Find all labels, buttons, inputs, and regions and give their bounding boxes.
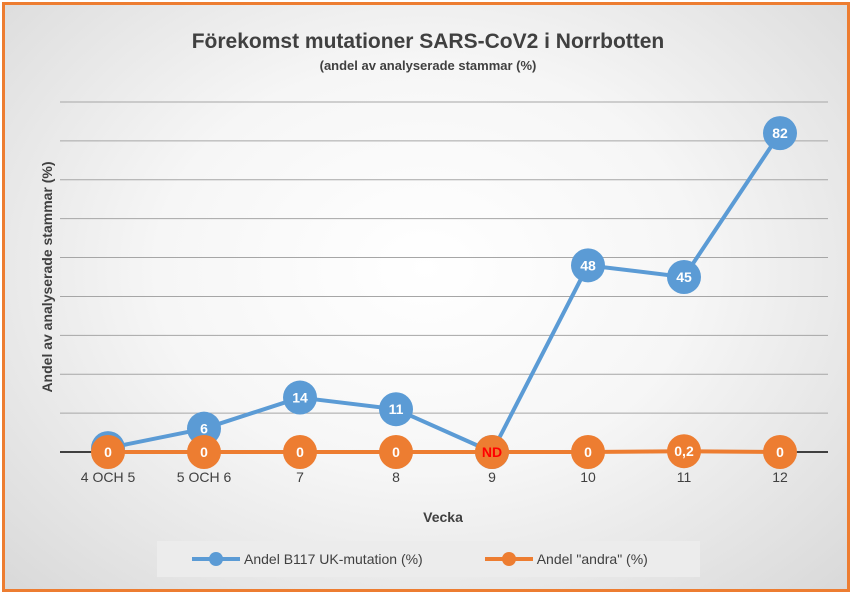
data-label-andra: 0 bbox=[776, 444, 784, 460]
chart-title: Förekomst mutationer SARS-CoV2 i Norrbot… bbox=[191, 30, 665, 53]
x-tick-label: 7 bbox=[296, 469, 304, 485]
data-label-andra: 0,2 bbox=[674, 443, 694, 459]
data-label-andra: 0 bbox=[104, 444, 112, 460]
chart-subtitle: (andel av analyserade stammar (%) bbox=[319, 58, 537, 73]
data-label-andra: 0 bbox=[392, 444, 400, 460]
data-point-b117 bbox=[187, 411, 221, 446]
chart-frame bbox=[2, 2, 850, 592]
data-label-andra: 0 bbox=[200, 444, 208, 460]
x-axis-title: Vecka bbox=[423, 509, 463, 525]
legend-label-b117: Andel B117 UK-mutation (%) bbox=[244, 551, 423, 567]
x-tick-label: 10 bbox=[580, 469, 596, 485]
x-tick-label: 9 bbox=[488, 469, 496, 485]
x-tick-label: 11 bbox=[677, 469, 692, 485]
x-tick-label: 5 OCH 6 bbox=[177, 469, 232, 485]
data-point-andra bbox=[475, 435, 509, 469]
data-label-b117: 6 bbox=[200, 421, 208, 437]
data-label-b117: 45 bbox=[676, 269, 692, 285]
data-point-b117 bbox=[379, 392, 413, 427]
data-label-andra: 0 bbox=[296, 444, 304, 460]
data-point-b117 bbox=[763, 116, 797, 151]
x-tick-label: 12 bbox=[772, 469, 788, 485]
legend-item-andra: Andel "andra" (%) bbox=[484, 551, 648, 567]
legend-swatch-b117 bbox=[192, 552, 240, 566]
data-point-b117 bbox=[571, 248, 605, 283]
data-label-andra: 0 bbox=[584, 444, 592, 460]
data-label-andra: ND bbox=[482, 444, 502, 460]
legend: Andel B117 UK-mutation (%) Andel "andra"… bbox=[157, 541, 700, 577]
data-point-andra bbox=[91, 435, 125, 469]
data-label-b117: 11 bbox=[389, 401, 404, 417]
data-point-andra bbox=[379, 435, 413, 469]
legend-item-b117: Andel B117 UK-mutation (%) bbox=[192, 551, 423, 567]
data-point-andra bbox=[667, 434, 701, 469]
data-point-andra bbox=[571, 435, 605, 469]
data-point-andra bbox=[187, 435, 221, 469]
data-label-b117: 14 bbox=[292, 390, 308, 406]
data-point-b117 bbox=[283, 380, 317, 415]
data-label-b117: 82 bbox=[772, 125, 788, 141]
data-point-andra bbox=[283, 435, 317, 469]
legend-label-andra: Andel "andra" (%) bbox=[536, 551, 648, 567]
data-label-b117: 48 bbox=[580, 257, 596, 273]
x-tick-label: 4 OCH 5 bbox=[81, 469, 136, 485]
x-tick-label: 8 bbox=[392, 469, 400, 485]
legend-swatch-andra bbox=[484, 552, 533, 566]
data-point-andra bbox=[763, 435, 797, 469]
data-point-b117 bbox=[667, 260, 701, 294]
